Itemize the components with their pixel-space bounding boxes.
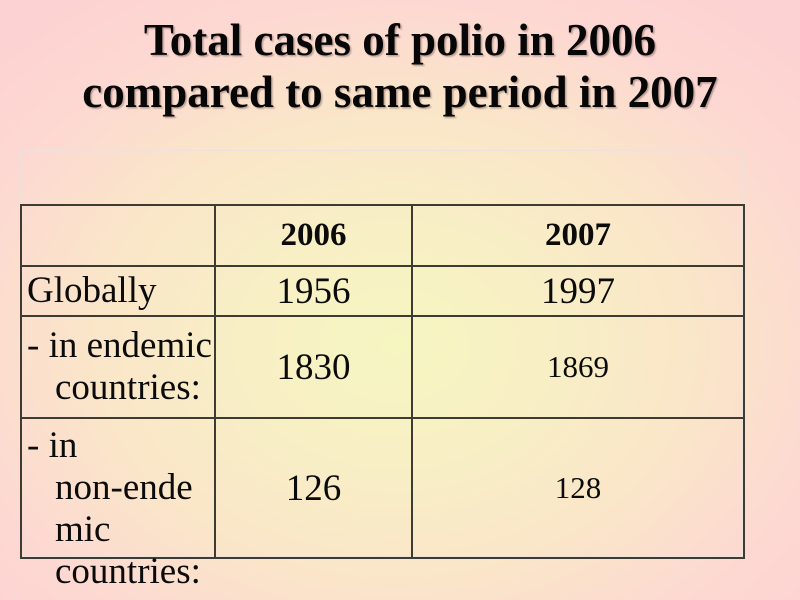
label-cell-non-endemic: - in non-ende mic countries: <box>22 419 216 592</box>
value-cell-non-endemic-2006: 126 <box>216 419 413 557</box>
label-line: countries: <box>55 551 201 592</box>
label-cell-endemic: - in endemic countries: <box>22 317 216 419</box>
header-cell-2006: 2006 <box>216 206 413 267</box>
label-line: mic <box>55 509 111 550</box>
value-cell-globally-2006: 1956 <box>216 267 413 317</box>
title-line-2: compared to same period in 2007 <box>82 67 718 117</box>
label-line: - in endemic <box>27 325 212 366</box>
value-cell-endemic-2006: 1830 <box>216 317 413 419</box>
label-cell-globally: Globally <box>22 267 216 317</box>
polio-cases-table: 2006 2007 Globally 1956 1997 - in endemi… <box>20 204 745 592</box>
label-line: non-ende <box>55 467 193 508</box>
value-cell-non-endemic-2007: 128 <box>554 470 602 505</box>
value-cell-globally-2007: 1997 <box>413 267 743 317</box>
value-cell-endemic-2007: 1869 <box>413 317 743 419</box>
header-cell-blank <box>22 206 216 267</box>
label-line: - in <box>27 425 78 466</box>
title-line-1: Total cases of polio in 2006 <box>143 15 657 65</box>
header-cell-2007: 2007 <box>413 206 743 267</box>
slide-title: Total cases of polio in 2006 compared to… <box>0 14 800 118</box>
label-line: Globally <box>27 270 157 311</box>
label-line: countries: <box>55 367 201 408</box>
